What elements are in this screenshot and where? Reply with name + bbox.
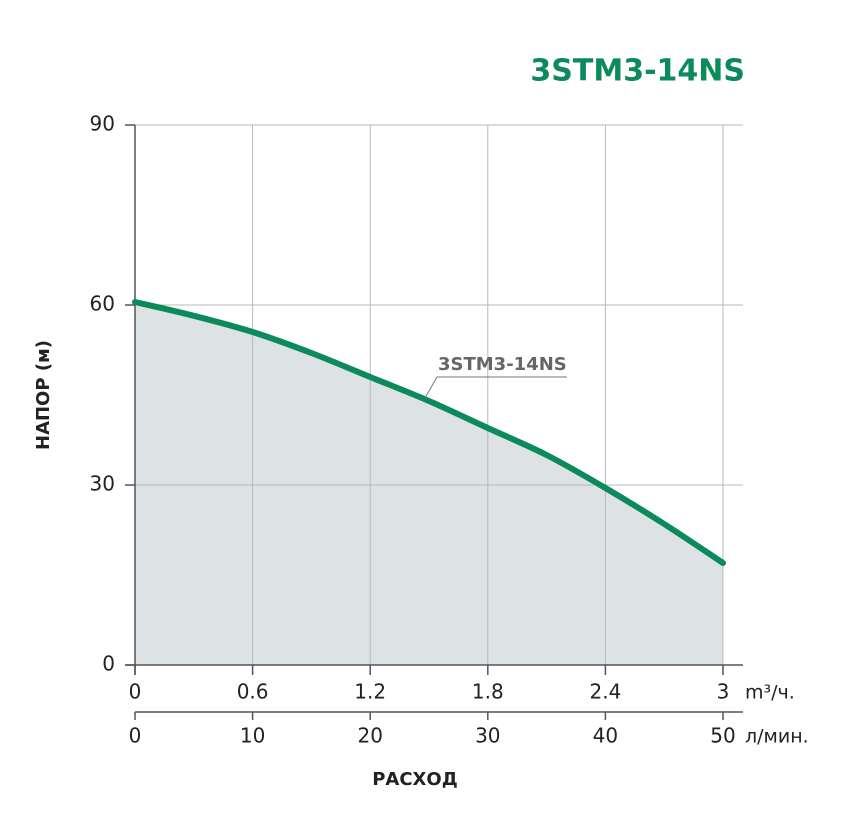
x2-tick-label: 50 xyxy=(710,724,735,748)
y-tick-label: 90 xyxy=(90,112,115,136)
area-fill xyxy=(135,302,723,665)
x-axis-label: РАСХОД xyxy=(372,769,458,790)
curve xyxy=(132,299,726,566)
x-tick-label: 0.6 xyxy=(237,680,269,704)
x2-tick-label: 0 xyxy=(129,724,142,748)
x2-tick-label: 30 xyxy=(475,724,500,748)
x-tick-label: 0 xyxy=(129,680,142,704)
y-tick-label: 30 xyxy=(90,472,115,496)
label-leader xyxy=(424,376,567,399)
x2-tick-label: 40 xyxy=(593,724,618,748)
x-unit: m³/ч. xyxy=(745,682,795,704)
x2-unit: л/мин. xyxy=(745,726,809,748)
x-tick-label: 2.4 xyxy=(589,680,621,704)
y-axis-label: НАПОР (м) xyxy=(33,340,54,450)
x2-tick-label: 20 xyxy=(357,724,382,748)
chart-title: 3STM3-14NS xyxy=(530,54,745,89)
y-tick-label: 0 xyxy=(102,652,115,676)
x-tick-label: 1.2 xyxy=(354,680,386,704)
y-tick-label: 60 xyxy=(90,292,115,316)
x-tick-label: 3 xyxy=(717,680,730,704)
x2-tick-label: 10 xyxy=(240,724,265,748)
series-label: 3STM3-14NS xyxy=(438,354,567,375)
x-tick-label: 1.8 xyxy=(472,680,504,704)
